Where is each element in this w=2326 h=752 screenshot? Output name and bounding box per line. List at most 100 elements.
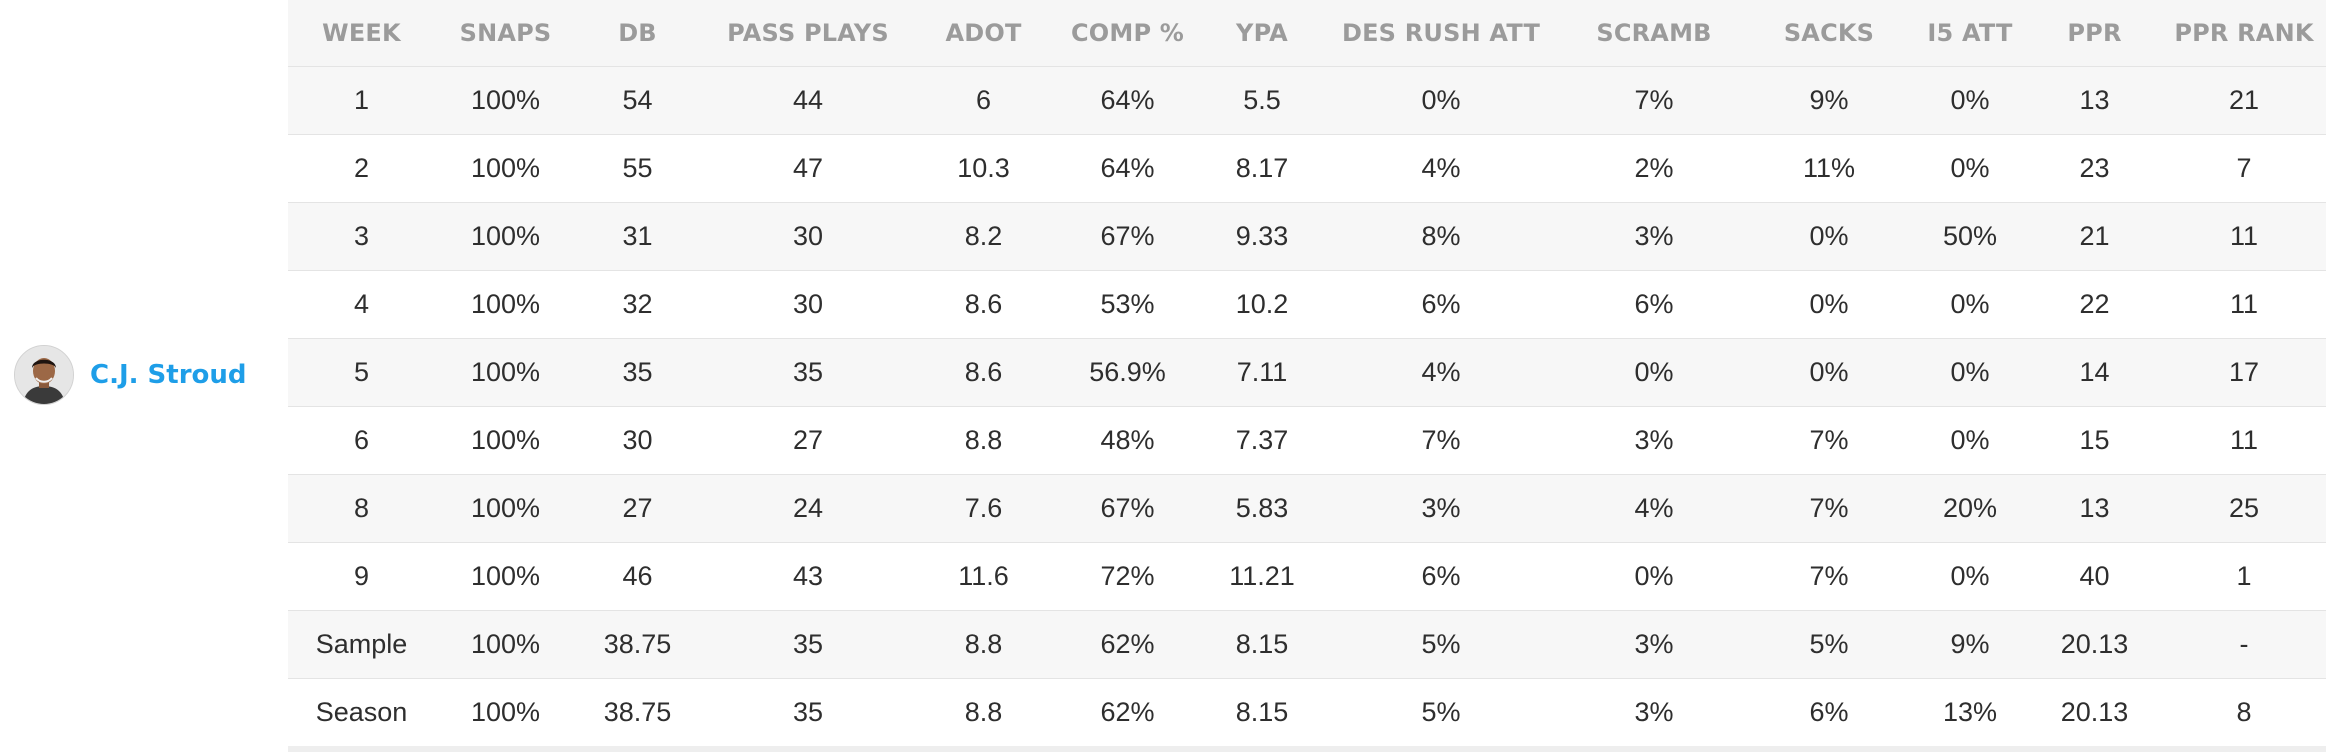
table-cell: 6%: [1563, 270, 1745, 339]
table-cell: 30: [699, 202, 917, 271]
table-cell: 100%: [435, 134, 576, 203]
column-header-snaps[interactable]: SNAPS: [435, 0, 576, 67]
table-cell: 20%: [1913, 474, 2027, 543]
table-cell: 9.33: [1205, 202, 1319, 271]
table-cell: -: [2162, 610, 2326, 679]
table-cell: 11%: [1745, 134, 1913, 203]
table-cell: 27: [699, 406, 917, 475]
table-cell: 0%: [1913, 406, 2027, 475]
column-header-adot[interactable]: ADOT: [917, 0, 1050, 67]
table-cell: 7: [2162, 134, 2326, 203]
table-cell: 5.5: [1205, 66, 1319, 135]
table-cell: 7%: [1563, 66, 1745, 135]
table-cell: 23: [2027, 134, 2162, 203]
table-header: WEEK SNAPS DB PASS PLAYS ADOT COMP % YPA DES RU…: [288, 0, 2326, 67]
table-cell: 0%: [1913, 270, 2027, 339]
table-cell: 40: [2027, 542, 2162, 611]
table-row: 2 100% 55 47 10.3 64% 8.17 4% 2% 11% 0% 23 7: [288, 134, 2326, 203]
table-cell: 0%: [1563, 542, 1745, 611]
column-header-i5-att[interactable]: I5 ATT: [1913, 0, 2027, 67]
table-cell: 11.6: [917, 542, 1050, 611]
table-cell: 8.8: [917, 406, 1050, 475]
table-cell: 11: [2162, 270, 2326, 339]
table-cell: 6%: [1319, 270, 1563, 339]
table-cell: 0%: [1745, 338, 1913, 407]
table-cell: 0%: [1913, 134, 2027, 203]
table-cell: 62%: [1050, 610, 1205, 679]
column-header-ppr-rank[interactable]: PPR RANK: [2162, 0, 2326, 67]
column-header-scramb[interactable]: SCRAMB: [1563, 0, 1745, 67]
table-cell: 8%: [1319, 202, 1563, 271]
table-cell: 8.17: [1205, 134, 1319, 203]
table-cell: 0%: [1563, 338, 1745, 407]
table-cell: 10.3: [917, 134, 1050, 203]
table-cell: 17: [2162, 338, 2326, 407]
table-cell: 6: [917, 66, 1050, 135]
table-cell: 7%: [1745, 406, 1913, 475]
table-cell: 8: [2162, 678, 2326, 752]
table-cell: 43: [699, 542, 917, 611]
column-header-db[interactable]: DB: [576, 0, 699, 67]
table-cell: 7.37: [1205, 406, 1319, 475]
table-cell: 8.6: [917, 270, 1050, 339]
column-header-week[interactable]: WEEK: [288, 0, 435, 67]
table-cell: 2: [288, 134, 435, 203]
table-cell: 100%: [435, 474, 576, 543]
table-cell: 6: [288, 406, 435, 475]
table-cell: 13: [2027, 474, 2162, 543]
table-cell: 5%: [1319, 610, 1563, 679]
table-cell: 100%: [435, 202, 576, 271]
table-cell: 0%: [1745, 270, 1913, 339]
table-cell: 53%: [1050, 270, 1205, 339]
table-cell: 5.83: [1205, 474, 1319, 543]
table-row: Sample 100% 38.75 35 8.8 62% 8.15 5% 3% 5% 9% 20.13…: [288, 610, 2326, 679]
table-cell: 100%: [435, 406, 576, 475]
table-cell: 54: [576, 66, 699, 135]
table-cell: 7.6: [917, 474, 1050, 543]
table-cell: 72%: [1050, 542, 1205, 611]
column-header-sacks[interactable]: SACKS: [1745, 0, 1913, 67]
table-cell: 30: [699, 270, 917, 339]
column-header-pass-plays[interactable]: PASS PLAYS: [699, 0, 917, 67]
column-header-des-rush-att[interactable]: DES RUSH ATT: [1319, 0, 1563, 67]
table-cell: 3%: [1563, 202, 1745, 271]
table-row: 1 100% 54 44 6 64% 5.5 0% 7% 9% 0% 13 21: [288, 66, 2326, 135]
table-cell: 1: [288, 66, 435, 135]
column-header-comp[interactable]: COMP %: [1050, 0, 1205, 67]
table-cell: 3%: [1563, 610, 1745, 679]
player-avatar[interactable]: [14, 345, 74, 405]
table-cell: 47: [699, 134, 917, 203]
column-header-ypa[interactable]: YPA: [1205, 0, 1319, 67]
table-cell: 100%: [435, 610, 576, 679]
table-cell: 38.75: [576, 678, 699, 752]
table-row: 4 100% 32 30 8.6 53% 10.2 6% 6% 0% 0% 22 11: [288, 270, 2326, 339]
table-cell: 7%: [1745, 542, 1913, 611]
table-cell: 25: [2162, 474, 2326, 543]
player-name-link[interactable]: C.J. Stroud: [90, 360, 247, 390]
table-cell: 4%: [1319, 134, 1563, 203]
table-cell: 46: [576, 542, 699, 611]
table-cell: 55: [576, 134, 699, 203]
table-cell: 44: [699, 66, 917, 135]
table-cell: 4%: [1563, 474, 1745, 543]
table-cell: 3%: [1319, 474, 1563, 543]
table-cell: 0%: [1745, 202, 1913, 271]
table-cell: 13%: [1913, 678, 2027, 752]
table-cell: 21: [2027, 202, 2162, 271]
player-cell: C.J. Stroud: [14, 344, 247, 406]
table-cell: 11: [2162, 202, 2326, 271]
table-cell: 64%: [1050, 66, 1205, 135]
column-header-ppr[interactable]: PPR: [2027, 0, 2162, 67]
table-cell: 4%: [1319, 338, 1563, 407]
player-headshot-icon: [15, 346, 73, 404]
table-cell: 11: [2162, 406, 2326, 475]
table-cell: 100%: [435, 678, 576, 752]
header-row: WEEK SNAPS DB PASS PLAYS ADOT COMP % YPA DES RU…: [288, 0, 2326, 67]
table-cell: 9%: [1913, 610, 2027, 679]
table-cell: 21: [2162, 66, 2326, 135]
table-cell: 0%: [1319, 66, 1563, 135]
table-cell: 11.21: [1205, 542, 1319, 611]
table-cell: 8.8: [917, 610, 1050, 679]
table-cell: 38.75: [576, 610, 699, 679]
